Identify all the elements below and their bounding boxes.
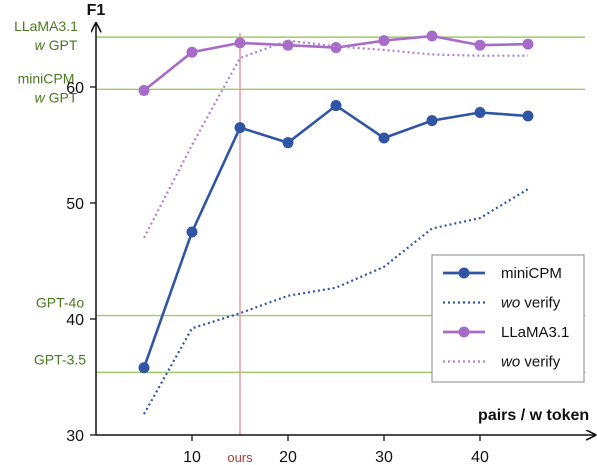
y-tick-label-30: 30 <box>66 428 84 445</box>
series-lines <box>138 30 534 415</box>
reference-label-2: GPT-4o <box>36 295 84 311</box>
legend-label-1: wo verify <box>501 295 561 312</box>
legend: miniCPM wo verify LLaMA3.1 wo verify <box>431 254 585 383</box>
series-0-point-0 <box>138 362 150 374</box>
legend-marker-2 <box>458 326 470 338</box>
x-tick-label-40: 40 <box>471 449 489 465</box>
legend-label-3: wo verify <box>501 354 561 371</box>
series-2-point-1 <box>186 46 198 58</box>
series-2-point-5 <box>378 35 390 47</box>
y-tick-label-40: 40 <box>66 312 84 329</box>
ours-label: ours <box>227 450 253 465</box>
series-0-point-8 <box>522 110 534 122</box>
reference-label-line2-1: w GPT <box>35 89 78 105</box>
reference-label-line1-1: miniCPM <box>18 70 75 86</box>
legend-marker-0 <box>458 267 470 279</box>
series-2-point-6 <box>426 30 438 42</box>
series-0-point-5 <box>378 132 390 144</box>
series-line-3 <box>143 39 528 239</box>
reference-label-line2-0: w GPT <box>35 37 78 53</box>
x-tick-label-30: 30 <box>375 449 393 465</box>
y-axis-title: F1 <box>87 2 106 19</box>
series-2-point-4 <box>330 42 342 54</box>
reference-label-line1-0: LLaMA3.1 <box>14 18 78 34</box>
tick-labels: 10 20 30 40 30 40 50 60 <box>66 80 489 465</box>
x-axis-title: pairs / w token <box>478 407 589 424</box>
legend-label-2: LLaMA3.1 <box>501 324 569 341</box>
y-tick-label-50: 50 <box>66 196 84 213</box>
series-line-1 <box>143 188 529 415</box>
series-0-point-1 <box>186 226 198 238</box>
x-tick-label-20: 20 <box>279 449 297 465</box>
legend-box <box>431 254 585 383</box>
reference-label-3: GPT-3.5 <box>34 351 86 367</box>
series-2-point-0 <box>138 84 150 96</box>
legend-label-0: miniCPM <box>501 265 562 282</box>
x-tick-label-10: 10 <box>183 449 201 465</box>
series-0-point-6 <box>426 115 438 127</box>
series-0-point-7 <box>474 107 486 119</box>
series-2-point-7 <box>474 39 486 51</box>
y-tick-label-60: 60 <box>66 80 84 97</box>
series-0-point-4 <box>330 100 342 112</box>
series-0-point-3 <box>282 137 294 149</box>
ours-marker-line: ours <box>227 33 253 465</box>
series-2-point-8 <box>522 38 534 50</box>
series-2-point-2 <box>234 37 246 49</box>
axes: pairs / w token F1 <box>87 2 596 435</box>
series-0-point-2 <box>234 122 246 134</box>
